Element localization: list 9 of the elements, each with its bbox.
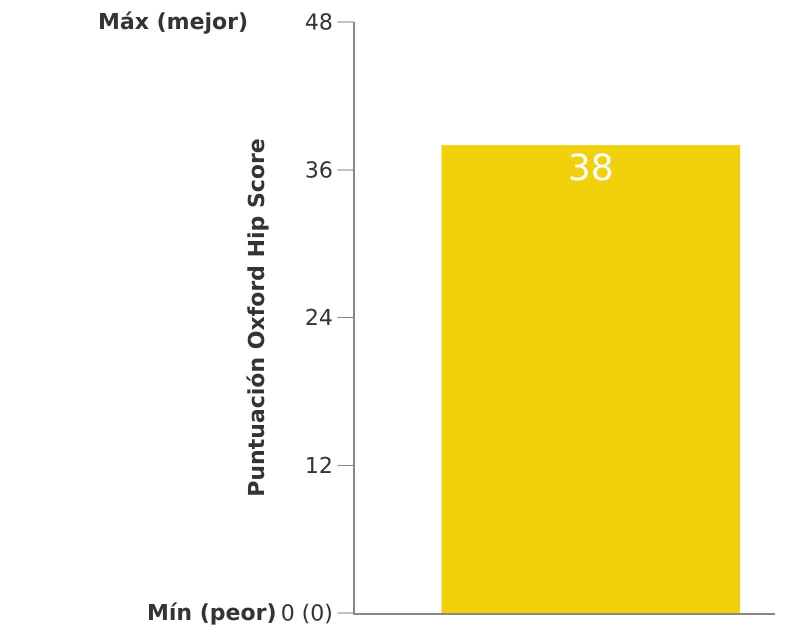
data-label: 38: [568, 148, 614, 190]
text: Máx (mejor): [98, 10, 248, 35]
y-axis-title: Puntuación Oxford Hip Score: [244, 138, 270, 497]
y-tick-label: 0 (0): [280, 602, 333, 627]
y-tick-label: 12: [304, 454, 333, 479]
y-tick-label: 36: [304, 158, 333, 184]
y-tick-label: 24: [304, 306, 333, 332]
text: Mín (peor): [147, 601, 276, 626]
y-tick-label: 48: [304, 10, 333, 36]
